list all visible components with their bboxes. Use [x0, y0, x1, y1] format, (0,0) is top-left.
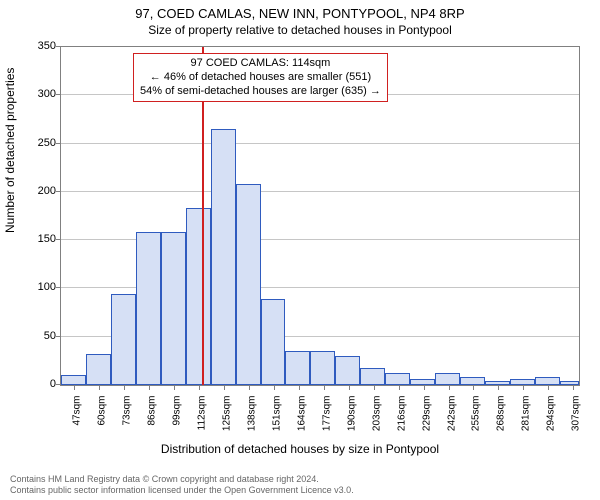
- y-axis-label: Number of detached properties: [3, 213, 17, 233]
- histogram-bar: [236, 184, 261, 385]
- xtick-mark: [249, 385, 250, 390]
- xtick-mark: [374, 385, 375, 390]
- ytick-mark: [56, 336, 61, 337]
- xtick-label: 86sqm: [147, 396, 158, 456]
- xtick-mark: [349, 385, 350, 390]
- ytick-mark: [56, 46, 61, 47]
- xtick-label: 138sqm: [247, 396, 258, 456]
- ytick-mark: [56, 239, 61, 240]
- ytick-label: 200: [16, 185, 56, 197]
- xtick-mark: [99, 385, 100, 390]
- gridline-h: [61, 143, 579, 144]
- ytick-mark: [56, 94, 61, 95]
- ytick-label: 0: [16, 378, 56, 390]
- xtick-mark: [174, 385, 175, 390]
- ytick-mark: [56, 287, 61, 288]
- footer-attribution: Contains HM Land Registry data © Crown c…: [10, 474, 354, 496]
- xtick-label: 99sqm: [172, 396, 183, 456]
- xtick-label: 294sqm: [546, 396, 557, 456]
- xtick-mark: [74, 385, 75, 390]
- xtick-mark: [523, 385, 524, 390]
- xtick-label: 177sqm: [321, 396, 332, 456]
- xtick-mark: [449, 385, 450, 390]
- histogram-bar: [385, 373, 410, 385]
- xtick-label: 268sqm: [496, 396, 507, 456]
- ytick-label: 50: [16, 330, 56, 342]
- footer-line-2: Contains public sector information licen…: [10, 485, 354, 496]
- histogram-bar: [435, 373, 460, 385]
- xtick-mark: [149, 385, 150, 390]
- xtick-label: 125sqm: [222, 396, 233, 456]
- xtick-label: 190sqm: [346, 396, 357, 456]
- histogram-bar: [560, 381, 579, 385]
- ytick-label: 250: [16, 137, 56, 149]
- annotation-line-1: 97 COED CAMLAS: 114sqm: [140, 57, 381, 71]
- gridline-h: [61, 191, 579, 192]
- xtick-label: 164sqm: [296, 396, 307, 456]
- xtick-mark: [124, 385, 125, 390]
- ytick-mark: [56, 191, 61, 192]
- plot-area: 97 COED CAMLAS: 114sqm ← 46% of detached…: [60, 46, 580, 386]
- xtick-label: 60sqm: [97, 396, 108, 456]
- xtick-label: 216sqm: [396, 396, 407, 456]
- histogram-bar: [285, 351, 310, 385]
- xtick-mark: [299, 385, 300, 390]
- histogram-bar: [86, 354, 111, 385]
- xtick-mark: [548, 385, 549, 390]
- histogram-bar: [186, 208, 211, 385]
- xtick-label: 281sqm: [521, 396, 532, 456]
- xtick-label: 307sqm: [571, 396, 582, 456]
- ytick-label: 350: [16, 40, 56, 52]
- chart-title: 97, COED CAMLAS, NEW INN, PONTYPOOL, NP4…: [0, 0, 600, 21]
- ytick-mark: [56, 143, 61, 144]
- xtick-mark: [573, 385, 574, 390]
- annotation-box: 97 COED CAMLAS: 114sqm ← 46% of detached…: [133, 53, 388, 102]
- xtick-mark: [224, 385, 225, 390]
- xtick-mark: [473, 385, 474, 390]
- xtick-mark: [424, 385, 425, 390]
- ytick-label: 300: [16, 88, 56, 100]
- histogram-bar: [535, 377, 560, 385]
- xtick-label: 47sqm: [72, 396, 83, 456]
- xtick-mark: [498, 385, 499, 390]
- xtick-mark: [274, 385, 275, 390]
- xtick-label: 255sqm: [471, 396, 482, 456]
- annotation-line-3: 54% of semi-detached houses are larger (…: [140, 85, 381, 99]
- xtick-label: 229sqm: [421, 396, 432, 456]
- histogram-bar: [161, 232, 186, 385]
- xtick-mark: [399, 385, 400, 390]
- histogram-bar: [460, 377, 485, 385]
- histogram-bar: [136, 232, 161, 385]
- annotation-line-2: ← 46% of detached houses are smaller (55…: [140, 71, 381, 85]
- histogram-bar: [111, 294, 136, 385]
- histogram-bar: [211, 129, 236, 385]
- xtick-label: 242sqm: [446, 396, 457, 456]
- ytick-label: 100: [16, 281, 56, 293]
- xtick-label: 73sqm: [122, 396, 133, 456]
- histogram-bar: [360, 368, 385, 385]
- histogram-bar: [310, 351, 335, 385]
- chart-subtitle: Size of property relative to detached ho…: [0, 21, 600, 37]
- footer-line-1: Contains HM Land Registry data © Crown c…: [10, 474, 354, 485]
- xtick-mark: [324, 385, 325, 390]
- xtick-mark: [199, 385, 200, 390]
- ytick-label: 150: [16, 233, 56, 245]
- xtick-label: 151sqm: [271, 396, 282, 456]
- histogram-bar: [261, 299, 286, 385]
- xtick-label: 112sqm: [197, 396, 208, 456]
- xtick-label: 203sqm: [371, 396, 382, 456]
- histogram-bar: [335, 356, 360, 385]
- histogram-bar: [61, 375, 86, 385]
